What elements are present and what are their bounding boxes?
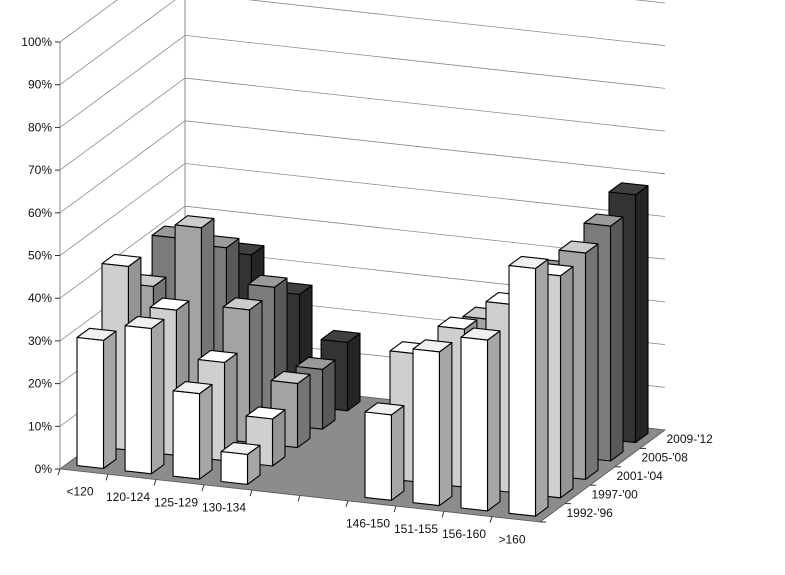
x-tick	[489, 516, 493, 523]
series-label: 2001-'04	[617, 469, 664, 483]
bar-front	[412, 348, 440, 507]
bars	[76, 182, 649, 517]
x-tick-label: 120-124	[106, 490, 150, 504]
bar-side	[634, 185, 649, 444]
x-tick	[345, 500, 349, 507]
gridline	[59, 0, 666, 86]
bar-front	[76, 336, 105, 470]
x-tick	[57, 468, 61, 476]
y-tick-label: 30%	[28, 334, 52, 348]
series-label: 1992-'96	[567, 506, 614, 520]
bar-front	[508, 265, 537, 517]
y-tick-label: 40%	[28, 291, 52, 305]
bar-side	[534, 258, 549, 517]
x-tick-label: 130-134	[202, 501, 246, 515]
y-tick-label: 80%	[28, 120, 52, 134]
bar-front	[220, 451, 249, 485]
gridline	[59, 34, 666, 128]
y-tick-label: 50%	[28, 249, 52, 263]
gridline	[59, 0, 666, 43]
bar-side	[584, 243, 599, 480]
bar-side	[438, 342, 453, 507]
bar	[364, 402, 405, 501]
bar-side	[102, 330, 117, 470]
bar-side	[150, 318, 165, 475]
x-tick-label: 151-155	[394, 522, 438, 536]
x-tick	[441, 511, 445, 518]
bar-front	[172, 390, 201, 480]
x-tick-label: 156-160	[442, 527, 486, 541]
x-tick-label: 146-150	[346, 516, 390, 530]
gridline	[59, 77, 666, 171]
y-tick-label: 70%	[28, 163, 52, 177]
y-tick-label: 10%	[28, 419, 52, 433]
bar-side	[346, 332, 361, 412]
bar-side	[296, 373, 311, 449]
bar-side	[198, 383, 213, 480]
y-tick-label: 60%	[28, 206, 52, 220]
x-tick	[297, 495, 301, 502]
bar-front	[364, 411, 392, 501]
x-tick	[393, 505, 397, 513]
bar-front	[124, 325, 152, 475]
bar-side	[321, 359, 336, 430]
y-tick-label: 0%	[35, 462, 53, 476]
bar-side	[559, 266, 574, 499]
x-tick	[249, 490, 253, 497]
bar-side	[486, 330, 501, 512]
y-tick-label: 90%	[28, 78, 52, 92]
series-label: 1997-'00	[592, 487, 639, 501]
y-tick-label: 20%	[28, 377, 52, 391]
bar	[124, 315, 165, 475]
x-tick-label: >160	[498, 532, 525, 546]
x-tick	[201, 484, 205, 492]
bar	[460, 327, 501, 512]
axes: 0% 10% 20% 30% 40% 50% 60% 70% 80% 90% 100% <120 120…	[21, 35, 713, 546]
bar	[76, 327, 117, 470]
gridline	[59, 120, 666, 214]
bar	[220, 441, 261, 485]
bar	[412, 339, 453, 507]
x-tick-label: 125-129	[154, 495, 198, 509]
series-label: 2005-'08	[642, 451, 689, 465]
bar-side	[390, 405, 405, 501]
bar	[172, 381, 213, 480]
x-tick-label: <120	[66, 485, 93, 499]
x-tick	[105, 474, 109, 481]
x-tick	[153, 479, 157, 486]
y-tick-label: 100%	[21, 35, 52, 49]
series-label: 2009-'12	[667, 432, 714, 446]
bar-front	[460, 336, 489, 512]
bar	[508, 255, 549, 517]
bar-side	[609, 216, 624, 462]
